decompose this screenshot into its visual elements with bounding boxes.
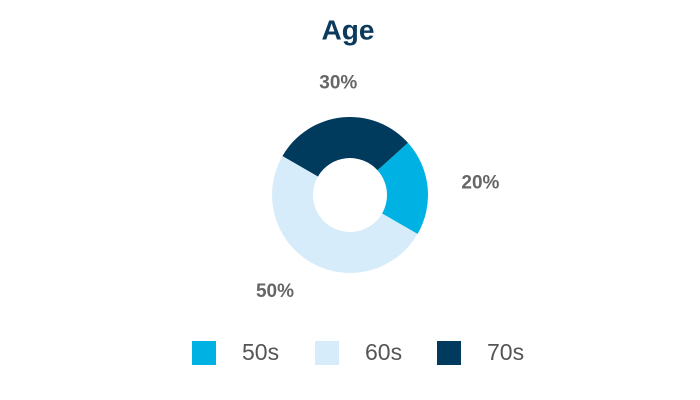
legend-swatch	[437, 341, 461, 365]
donut-slice	[272, 156, 418, 273]
donut-slice	[282, 117, 408, 177]
value-label: 20%	[461, 172, 499, 193]
value-label: 30%	[319, 73, 357, 94]
legend-swatch	[192, 341, 216, 365]
chart-title: Age	[322, 14, 375, 45]
legend-swatch	[315, 341, 339, 365]
donut-slice	[377, 142, 429, 234]
legend-label: 70s	[487, 339, 524, 365]
legend-label: 60s	[365, 339, 402, 365]
legend-label: 50s	[242, 339, 279, 365]
value-label: 50%	[256, 281, 294, 302]
